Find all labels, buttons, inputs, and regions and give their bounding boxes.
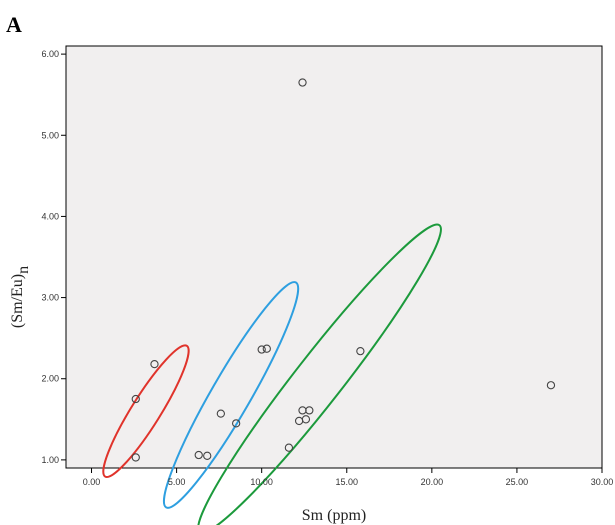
data-point: [232, 419, 241, 428]
data-point: [216, 409, 225, 418]
panel-label: A: [6, 12, 22, 37]
data-point: [356, 346, 365, 356]
data-point: [194, 450, 203, 460]
cluster-ellipse: [197, 223, 442, 525]
cluster-ellipse: [102, 344, 190, 479]
x-axis-ticks: 0.00 5.00 10.00 15.00 20.00 25.00 30.00: [83, 468, 614, 487]
y-tick-label: 1.00: [41, 455, 59, 465]
x-tick-label: 20.00: [421, 477, 444, 487]
data-points: [131, 78, 556, 462]
data-point: [298, 78, 307, 87]
data-point: [150, 359, 159, 369]
data-point: [131, 453, 140, 462]
x-axis-title: Sm (ppm): [302, 507, 366, 524]
y-axis-title: (Sm/Eu)n: [9, 266, 32, 328]
data-point: [301, 415, 311, 424]
x-tick-label: 0.00: [83, 477, 101, 487]
y-tick-label: 2.00: [41, 374, 59, 384]
plot-area: [65, 45, 603, 469]
cluster-ellipse: [162, 281, 300, 509]
data-point: [305, 406, 314, 415]
y-tick-label: 6.00: [41, 49, 59, 59]
x-tick-label: 5.00: [168, 477, 186, 487]
x-tick-label: 25.00: [506, 477, 529, 487]
y-axis-ticks: 1.00 2.00 3.00 4.00 5.00 6.00: [41, 49, 66, 465]
y-axis-title-main: (Sm/Eu): [9, 274, 26, 328]
x-tick-label: 10.00: [250, 477, 273, 487]
y-tick-label: 5.00: [41, 130, 59, 140]
cluster-ellipses: [102, 223, 442, 525]
data-point: [257, 345, 266, 354]
x-tick-label: 15.00: [335, 477, 358, 487]
y-tick-label: 4.00: [41, 211, 59, 221]
data-point: [546, 381, 556, 390]
x-tick-label: 30.00: [591, 477, 614, 487]
data-point: [203, 451, 212, 460]
data-point: [284, 443, 294, 452]
data-point: [131, 394, 140, 404]
data-point: [262, 344, 271, 353]
y-axis-title-subscript: n: [15, 266, 32, 274]
y-tick-label: 3.00: [41, 293, 59, 303]
